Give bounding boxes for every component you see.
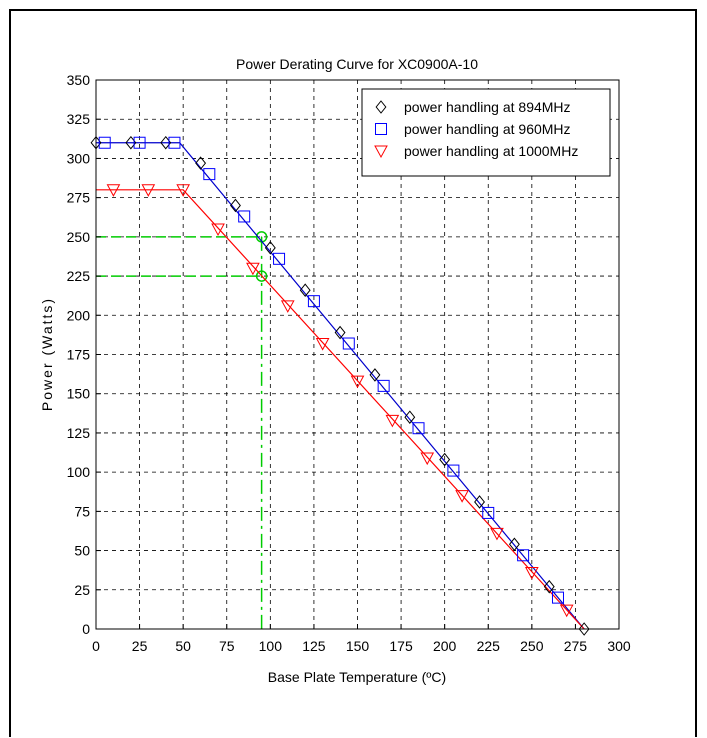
legend-box	[361, 88, 611, 177]
data-point	[385, 414, 400, 428]
legend-marker	[374, 145, 388, 159]
data-point	[334, 325, 346, 340]
data-point	[195, 156, 207, 170]
data-point	[238, 210, 251, 223]
x-tick-label: 25	[132, 638, 148, 654]
data-point	[508, 537, 520, 552]
data-point	[369, 368, 381, 382]
data-point	[342, 337, 355, 350]
x-tick-label: 100	[259, 638, 283, 654]
series-line	[96, 189, 585, 630]
y-tick-label: 100	[67, 464, 91, 480]
x-ticks: 0 25 50 75 100 125 150 175 200 225 250 275 300	[92, 624, 631, 654]
x-tick-label: 50	[175, 638, 191, 654]
data-point	[412, 422, 425, 435]
series-markers	[90, 135, 590, 636]
y-tick-label: 125	[67, 425, 91, 441]
data-point	[280, 300, 295, 313]
data-point	[315, 338, 330, 351]
x-tick-label: 250	[520, 638, 544, 654]
data-point	[176, 184, 191, 197]
data-point	[98, 136, 111, 149]
y-tick-label: 300	[67, 150, 91, 166]
y-ticks: 0 25 50 75 100 125 150 175 200 225 250 275 300 325 350	[67, 72, 101, 637]
y-tick-label: 200	[67, 307, 91, 323]
data-point	[211, 223, 225, 237]
legend: power handling at 894MHz power handling a…	[361, 88, 611, 177]
legend-label: power handling at 894MHz	[404, 99, 571, 115]
x-tick-label: 150	[346, 638, 370, 654]
legend-marker	[375, 123, 387, 135]
data-point	[230, 198, 241, 213]
x-tick-label: 0	[92, 638, 100, 654]
data-point	[404, 410, 416, 425]
data-point	[141, 184, 156, 197]
data-point	[578, 622, 590, 636]
x-tick-label: 275	[564, 638, 588, 654]
y-tick-label: 325	[67, 111, 91, 127]
y-tick-label: 50	[74, 543, 90, 559]
y-tick-label: 175	[67, 347, 91, 363]
chart-title: Power Derating Curve for XC0900A-10	[236, 56, 478, 72]
data-point	[482, 506, 495, 519]
legend-label: power handling at 1000MHz	[404, 143, 578, 159]
data-point	[377, 379, 390, 392]
data-point	[543, 579, 555, 594]
data-point	[474, 495, 485, 509]
data-point	[439, 452, 451, 467]
data-point	[307, 295, 320, 308]
data-point	[559, 604, 574, 618]
data-point	[524, 567, 539, 580]
data-point	[264, 241, 276, 255]
y-tick-label: 225	[67, 268, 91, 284]
figure-frame	[9, 9, 697, 737]
y-tick-label: 250	[67, 229, 91, 245]
x-axis-label: Base Plate Temperature (ºC)	[268, 669, 446, 685]
data-point	[551, 591, 564, 604]
data-point	[168, 136, 181, 149]
data-point	[420, 452, 435, 466]
y-tick-label: 0	[82, 621, 90, 637]
data-point	[203, 168, 216, 181]
data-point	[447, 464, 460, 477]
data-point	[133, 136, 146, 149]
data-point	[455, 490, 469, 503]
legend-label: power handling at 960MHz	[404, 121, 571, 137]
y-tick-label: 350	[67, 72, 91, 88]
data-point	[106, 184, 121, 197]
y-tick-label: 275	[67, 190, 91, 206]
data-point	[350, 375, 365, 389]
x-tick-label: 125	[302, 638, 326, 654]
data-point	[273, 252, 286, 265]
x-tick-label: 225	[477, 638, 501, 654]
x-tick-label: 175	[389, 638, 413, 654]
y-tick-label: 25	[74, 582, 90, 598]
y-axis-label: Power (Watts)	[39, 297, 55, 411]
data-point	[517, 549, 530, 562]
data-point	[490, 527, 504, 541]
y-tick-label: 150	[67, 386, 91, 402]
x-tick-label: 200	[433, 638, 457, 654]
annotation-circle	[255, 270, 268, 282]
data-point	[299, 283, 311, 297]
y-tick-label: 75	[74, 503, 90, 519]
data-point	[246, 262, 260, 276]
x-tick-label: 75	[219, 638, 235, 654]
x-tick-label: 300	[607, 638, 631, 654]
legend-marker	[375, 100, 387, 114]
